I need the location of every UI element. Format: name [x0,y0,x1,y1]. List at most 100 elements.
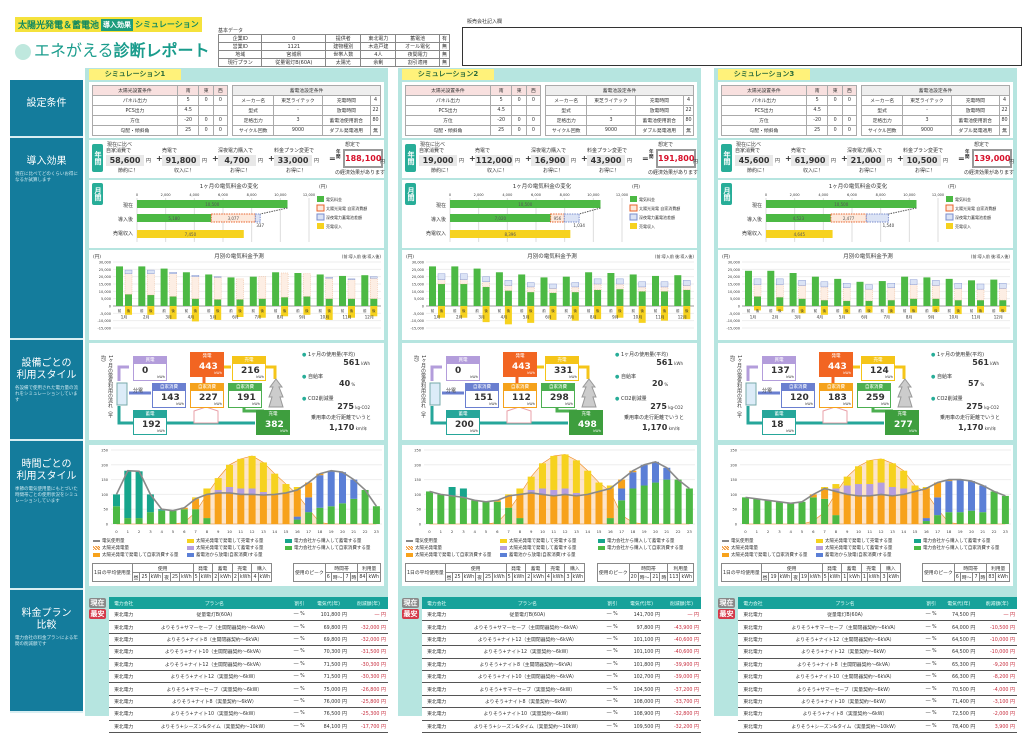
after-battery-bar [549,283,557,289]
price-row[interactable]: 東北電力 よりそう+サマーセーブ（主開閉器契約〜6kVA） ― % 97,800 円-… [422,620,701,634]
price-row[interactable]: 東北電力 従量電灯B(60A) ― % 101,800 円 ― 円 [109,609,388,622]
stat-unit: km/年 [668,426,681,431]
annual-badge: 年間 [92,144,103,172]
price-row[interactable]: 東北電力 よりそう+ナイト8（主開閉器契約〜6kVA） ― % 65,300 円 -9,… [738,658,1017,671]
month-label: 11月 [342,314,351,319]
price-row[interactable]: 東北電力 よりそう+ナイト10（主開閉器契約〜6kVA） ― % 102,700 円-… [422,670,701,684]
unit: 円 [970,649,976,656]
discount: ― [606,636,612,642]
hour-label: 9 [217,529,220,534]
solar-generation-area [745,458,1006,525]
sell-bar [798,306,806,314]
distribution-label: 分電 [133,388,144,394]
effect-caption: 売電で [791,148,807,154]
after-battery-bar [999,283,1007,289]
price-row[interactable]: 東北電力 よりそう+シーズン&タイム（実量契約〜10kW） ― % 109,500 円… [422,720,701,733]
legend-swatch [406,540,413,542]
solar-generation-area [116,455,377,525]
price-row[interactable]: 東北電力 よりそう+ナイト12（実量契約〜6kW） ― % 71,500 円 -30,3… [109,670,388,684]
price-row[interactable]: 東北電力 よりそう+ナイト12（主開閉器契約〜6kVA） ― % 101,100 円-… [422,633,701,647]
total-suffix: の経済効果があります [335,170,386,176]
price-row[interactable]: 東北電力 よりそう+ナイト12（実量契約〜6kW） ― % 101,100 円 -40,… [422,645,701,659]
effect-value: 33,000 [277,156,309,165]
unit: 時〜 [639,575,650,581]
battery-icon [193,406,219,424]
price-row[interactable]: 東北電力 よりそう+サマーセーブ（実量契約〜6kW） ― % 104,500 円 -37… [422,682,701,696]
solar-self-bar [561,494,569,524]
unit: 時〜 [961,575,972,581]
unit: 円 [693,649,699,656]
price-row[interactable]: 東北電力 よりそう+ナイト8（実量契約〜6kW） ― % 76,000 円 -25,80… [109,695,388,709]
buy-box: 買電 0 kWh [133,356,167,381]
stat-unit: km/年 [355,426,368,431]
company-name: 東北電力 [114,637,134,643]
simulation-tab[interactable]: シミュレーション2 [402,69,494,80]
hourly-section: 250 200 150 100 50 0 0 1 2 3 4 5 6 7 8 9 10 11 12 13 14 15 16 1… [89,445,384,586]
section-description: 季節の電気使用量にもとづいた時間帯ごとの使用状況をシミュレーションしています [15,487,78,504]
after-battery-bar [437,273,446,280]
unit: 円 [654,612,660,619]
row-label: PCS出力 [438,109,458,114]
solar-sell-bar [877,458,885,483]
price-row[interactable]: 東北電力 よりそう+ナイト12（主開閉器契約〜6kVA） ― % 71,500 円 -3… [109,658,388,671]
unit: % [300,686,305,692]
legend-item: 太陽光発電で発電して売電する量 [187,538,263,544]
discharge-bar [663,467,671,480]
legend-item: 太陽光発電で発電して自家消費する量 [722,552,807,558]
legend-label: 太陽光発電 自家消費額 [955,205,996,211]
price-row[interactable]: 東北電力 よりそう+ナイト10（実量契約〜6kW） ― % 71,400 円 -3,10… [738,695,1017,709]
grid-self-bar [1001,495,1009,524]
hour-label: 18 [317,529,322,534]
cell-value: 3 [925,118,929,123]
unit: kWh [181,574,192,580]
price-row[interactable]: 東北電力 よりそう+サマーセーブ（実量契約〜6kW） ― % 75,000 円 -26,… [109,682,388,696]
after-label: 後 [663,308,667,313]
price-row[interactable]: 東北電力 よりそう+ナイト12（実量契約〜6kW） ― % 64,500 円 -10,0… [738,645,1017,659]
grid-self-bar [753,498,761,524]
price-row[interactable]: 東北電力 よりそう+ナイト10（実量契約〜6kW） ― % 108,900 円 -32,… [422,707,701,721]
price-row[interactable]: 東北電力 よりそう+ナイト10（主開閉器契約〜6kVA） ― % 70,300 円 -3… [109,645,388,659]
price-row[interactable]: 東北電力 よりそう+シーズン&タイム（実量契約〜10kW） ― % 84,100 円-… [109,720,388,733]
unit-label: (円) [948,184,956,190]
price-row[interactable]: 東北電力 従量電灯B(60A) ― % 141,700 円 ― 円 [422,609,701,622]
tick-label: 6,000 [531,193,541,197]
hour-label: 18 [630,529,635,534]
price-row[interactable]: 東北電力 よりそう+ナイト10（実量契約〜6kW） ― % 76,500 円 -25,3… [109,707,388,721]
after-label: 後 [327,308,331,313]
unit-label: kWh [214,371,222,375]
after-label: 後 [261,308,265,313]
plan-name: よりそう+サマーセーブ（主開閉器契約〜6kVA） [473,625,581,631]
unit: % [613,711,618,717]
price-row[interactable]: 東北電力 よりそう+ナイト8（主開閉器契約〜6kVA） ― % 101,800 円 -3… [422,658,701,671]
price-row[interactable]: 東北電力 よりそう+ナイト8（主開閉器契約〜6kVA） ― % 69,800 円 -32… [109,633,388,647]
unit: 円 [693,636,699,643]
before-label: 前 [229,308,233,313]
yen-unit: 円 [380,159,386,165]
price-row[interactable]: 東北電力 よりそう+サマーセーブ（主開閉器契約〜6kVA） ― % 64,000 円-… [738,620,1017,634]
company-input-box[interactable] [462,27,1022,66]
unit: kWh [681,574,692,580]
cell-value: 3 [609,118,613,123]
solar-self-bar [550,213,565,223]
legend-item: 電気使用量 [406,538,438,544]
solar-self-bar-label: 956 [554,216,562,221]
price-row[interactable]: 東北電力 よりそう+ナイト10（主開閉器契約〜6kVA） ― % 66,300 円 -8… [738,670,1017,684]
annual-saving: -32,200 [673,724,693,730]
price-row[interactable]: 東北電力 よりそう+サマーセーブ（実量契約〜6kW） ― % 70,500 円 -4,0… [738,682,1017,696]
price-row[interactable]: 東北電力 従量電灯B(60A) ― % 74,500 円 ― 円 [738,609,1017,622]
table-row: サイクル回数 9000 ダブル発電適用無 [231,125,381,136]
unit: 円 [654,624,660,631]
month-label: 7月 [568,314,575,319]
unit: kWh [849,574,860,580]
simulation-tab[interactable]: シミュレーション3 [718,69,810,80]
price-row[interactable]: 東北電力 よりそう+ナイト8（実量契約〜6kW） ― % 108,000 円 -33,7… [422,695,701,709]
simulation-tab[interactable]: シミュレーション1 [89,69,181,80]
company-name: 東北電力 [427,712,447,718]
storage-box: 蓄電 200 kWh [446,410,480,435]
price-row[interactable]: 東北電力 よりそう+ナイト8（実量契約〜6kW） ― % 72,500 円 -2,000… [738,707,1017,721]
discharge-bar [305,497,313,513]
hour-label: 16 [924,529,929,534]
price-row[interactable]: 東北電力 よりそう+サマーセーブ（主開閉器契約〜6kVA） ― % 69,800 円-… [109,620,388,634]
price-row[interactable]: 東北電力 よりそう+ナイト12（主開閉器契約〜6kVA） ― % 64,500 円 -1… [738,633,1017,647]
